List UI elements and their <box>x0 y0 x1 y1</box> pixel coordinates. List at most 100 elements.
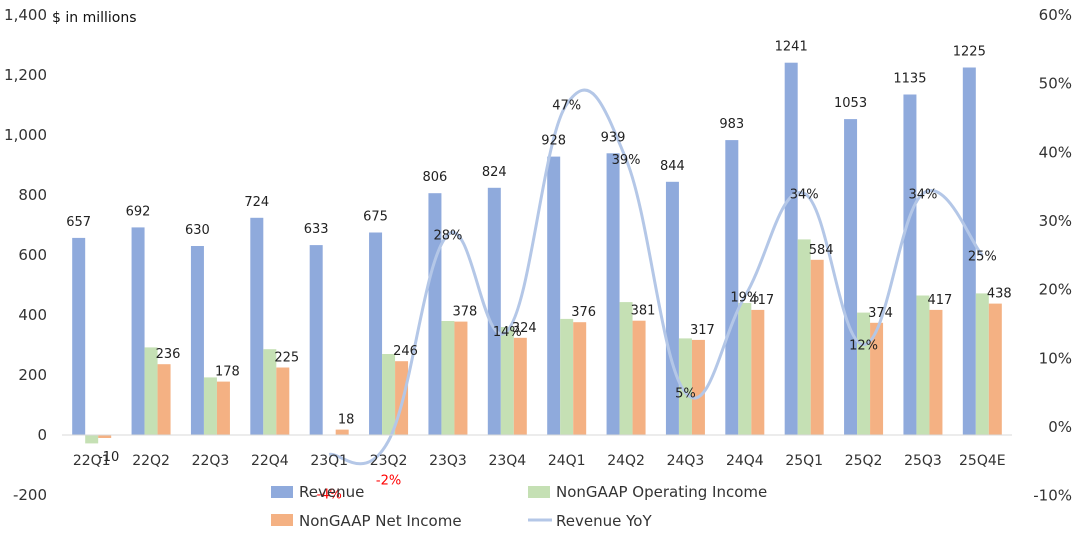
net-income-bar <box>157 364 171 435</box>
y2-tick-label: 0% <box>1048 418 1072 436</box>
operating-income-bar <box>85 435 99 444</box>
revenue-yoy-data-label: 14% <box>493 325 522 340</box>
x-tick-label: 24Q4 <box>726 453 764 469</box>
legend-item-net-income: NonGAAP Net Income <box>271 512 462 530</box>
revenue-yoy-data-label: 34% <box>790 188 819 203</box>
x-tick-label: 25Q4E <box>959 453 1006 469</box>
revenue-yoy-data-label: 5% <box>675 387 696 402</box>
net-income-bar <box>751 309 765 435</box>
net-income-data-label: 324 <box>512 321 537 336</box>
revenue-bar <box>784 62 798 435</box>
revenue-bar <box>190 246 204 435</box>
revenue-data-label: 806 <box>423 170 448 185</box>
revenue-bar <box>72 237 86 435</box>
revenue-bar <box>369 232 383 435</box>
revenue-yoy-data-label: 25% <box>968 249 997 264</box>
y2-tick-label: -10% <box>1033 487 1072 505</box>
y-tick-label: 800 <box>18 186 47 204</box>
net-income-data-label: 178 <box>215 365 240 380</box>
y2-tick-label: 40% <box>1039 143 1072 161</box>
net-income-data-label: -10 <box>98 450 119 465</box>
net-income-data-label: 374 <box>868 306 893 321</box>
revenue-yoy-data-label: 19% <box>730 291 759 306</box>
x-tick-label: 25Q3 <box>904 453 942 469</box>
operating-income-bar <box>975 293 989 435</box>
legend-item-revenue: Revenue <box>271 483 364 501</box>
net-income-data-label: 381 <box>631 304 656 319</box>
operating-income-bar <box>382 354 396 435</box>
x-tick-label: 23Q2 <box>370 453 408 469</box>
net-income-bar <box>335 429 349 435</box>
net-income-data-label: 378 <box>453 305 478 320</box>
y-tick-label: 1,400 <box>4 6 47 24</box>
revenue-data-label: 824 <box>482 165 507 180</box>
revenue-yoy-data-label: 28% <box>433 229 462 244</box>
y2-tick-label: 60% <box>1039 6 1072 24</box>
net-income-data-label: 438 <box>987 287 1012 302</box>
revenue-data-label: 1241 <box>775 40 808 55</box>
net-income-bar <box>988 303 1002 435</box>
revenue-data-label: 692 <box>126 204 151 219</box>
x-tick-label: 24Q1 <box>548 453 586 469</box>
revenue-bar <box>962 67 976 435</box>
y-tick-label: 1,200 <box>4 66 47 84</box>
operating-income-bar <box>144 347 158 435</box>
net-income-bar <box>691 339 705 435</box>
operating-income-bar <box>619 302 633 435</box>
operating-income-bar <box>500 327 514 435</box>
operating-income-bar <box>797 239 811 435</box>
revenue-bar <box>487 187 501 435</box>
net-income-data-label: 317 <box>690 323 715 338</box>
legend-item-operating-income: NonGAAP Operating Income <box>528 483 767 501</box>
legend: Revenue NonGAAP Operating Income NonGAAP… <box>271 483 767 530</box>
revenue-bar <box>250 217 264 435</box>
operating-income-bar <box>678 338 692 435</box>
y2-tick-label: 30% <box>1039 212 1072 230</box>
y-tick-label: 0 <box>37 426 47 444</box>
revenue-data-label: 928 <box>541 134 566 149</box>
y2-tick-label: 10% <box>1039 349 1072 367</box>
net-income-bar <box>870 322 884 435</box>
y-tick-label: -200 <box>13 486 47 504</box>
revenue-bar <box>547 156 561 435</box>
y-tick-label: 1,000 <box>4 126 47 144</box>
legend-item-revenue-yoy: Revenue YoY <box>528 512 652 530</box>
net-income-bar <box>573 322 587 435</box>
revenue-data-label: 939 <box>601 130 626 145</box>
y-tick-label: 600 <box>18 246 47 264</box>
legend-label-revenue-yoy: Revenue YoY <box>556 512 652 530</box>
revenue-yoy-data-label: 47% <box>552 98 581 113</box>
revenue-data-label: 1135 <box>893 72 926 87</box>
x-tick-label: 22Q2 <box>132 453 170 469</box>
legend-label-net-income: NonGAAP Net Income <box>299 512 462 530</box>
legend-swatch-operating-income <box>528 486 550 498</box>
x-tick-label: 23Q1 <box>310 453 348 469</box>
revenue-yoy-data-label: 34% <box>908 188 937 203</box>
revenue-data-label: 675 <box>363 210 388 225</box>
revenue-data-label: 1225 <box>953 45 986 60</box>
revenue-data-label: 1053 <box>834 96 867 111</box>
operating-income-bar <box>560 318 574 435</box>
y-tick-label: 400 <box>18 306 47 324</box>
x-tick-label: 23Q3 <box>429 453 467 469</box>
revenue-yoy-data-label: 12% <box>849 339 878 354</box>
operating-income-bar <box>441 321 455 435</box>
net-income-bar <box>216 381 230 435</box>
revenue-data-label: 983 <box>719 117 744 132</box>
x-tick-label: 22Q3 <box>192 453 230 469</box>
net-income-bar <box>98 435 112 438</box>
net-income-bar <box>276 367 290 435</box>
net-income-bar <box>454 321 468 435</box>
revenue-yoy-data-label: 39% <box>612 153 641 168</box>
revenue-bar <box>844 119 858 435</box>
operating-income-bar <box>738 303 752 435</box>
x-tick-label: 24Q3 <box>667 453 705 469</box>
legend-label-operating-income: NonGAAP Operating Income <box>556 483 767 501</box>
revenue-bar <box>131 227 145 435</box>
operating-income-bar <box>916 295 930 435</box>
legend-swatch-net-income <box>271 514 293 526</box>
x-tick-label: 25Q1 <box>785 453 823 469</box>
net-income-data-label: 18 <box>338 413 355 428</box>
revenue-bar <box>606 153 620 436</box>
operating-income-bar <box>263 349 277 435</box>
